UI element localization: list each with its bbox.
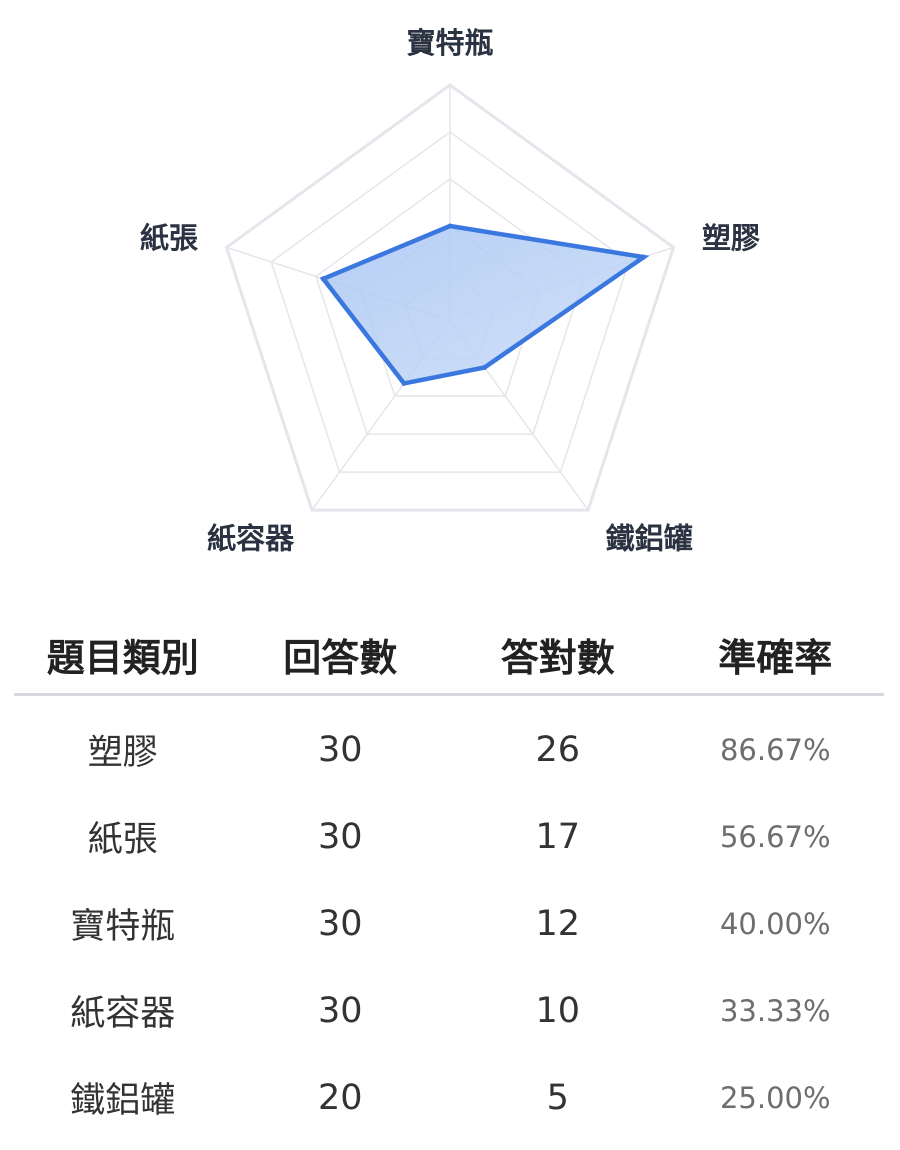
table-row: 塑膠 30 26 86.67% (14, 695, 884, 794)
grid-ring (270, 131, 630, 473)
category-cell: 鐵鋁罐 (70, 1081, 176, 1121)
category-cell: 塑膠 (87, 733, 158, 773)
answers-cell: 30 (317, 816, 363, 857)
answers-cell: 30 (317, 990, 363, 1031)
axis-label: 鐵鋁罐 (606, 521, 693, 555)
table-row: 紙容器 30 10 33.33% (14, 967, 884, 1054)
answers-cell: 20 (317, 1077, 363, 1118)
table-row: 紙張 30 17 56.67% (14, 793, 884, 880)
axis-label: 紙容器 (207, 521, 295, 555)
accuracy-cell: 33.33% (719, 993, 831, 1028)
correct-cell: 26 (535, 729, 581, 770)
table-row: 寶特瓶 30 12 40.00% (14, 880, 884, 967)
accuracy-cell: 86.67% (719, 732, 831, 767)
stats-table: 題目類別 回答數 答對數 準確率 塑膠 30 26 86.67% 紙張 30 1… (14, 615, 884, 1141)
correct-cell: 12 (535, 903, 581, 944)
data-area (319, 223, 650, 386)
data-point (401, 380, 407, 386)
accuracy-cell: 56.67% (719, 819, 831, 854)
grid-ring (224, 83, 676, 512)
header-category: 題目類別 (14, 615, 232, 696)
header-accuracy: 準確率 (666, 615, 884, 696)
accuracy-cell: 25.00% (719, 1080, 831, 1115)
correct-cell: 5 (546, 1077, 569, 1118)
category-cell: 紙張 (87, 820, 158, 860)
table-header-row: 題目類別 回答數 答對數 準確率 (14, 615, 884, 696)
header-correct: 答對數 (449, 615, 667, 696)
table-row: 鐵鋁罐 20 5 25.00% (14, 1054, 884, 1141)
data-point (320, 276, 326, 282)
axis-label: 紙張 (140, 221, 199, 255)
correct-cell: 10 (535, 990, 581, 1031)
axis-label: 塑膠 (702, 221, 760, 255)
category-cell: 寶特瓶 (70, 907, 176, 947)
data-point (447, 223, 453, 229)
accuracy-cell: 40.00% (719, 906, 831, 941)
data-point (482, 365, 487, 370)
axis-label: 寶特瓶 (406, 26, 493, 60)
category-cell: 紙容器 (70, 994, 176, 1034)
header-answers: 回答數 (231, 615, 449, 696)
answers-cell: 30 (317, 903, 363, 944)
data-point (641, 254, 647, 260)
correct-cell: 17 (535, 816, 581, 857)
answers-cell: 30 (317, 729, 363, 770)
